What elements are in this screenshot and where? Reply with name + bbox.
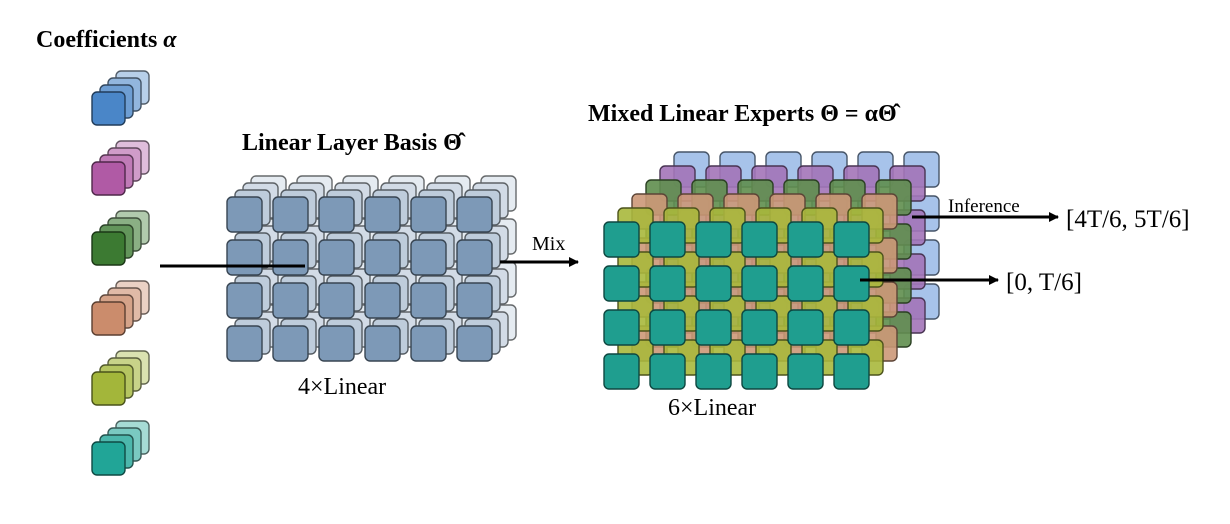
expert-cell xyxy=(833,353,870,390)
expert-cell xyxy=(649,265,686,302)
basis-cell xyxy=(410,239,447,276)
coefficients-title: Coefficients α xyxy=(36,27,177,53)
basis-cell xyxy=(364,282,401,319)
coefficient-square xyxy=(91,301,126,336)
basis-cell xyxy=(272,282,309,319)
expert-cell xyxy=(695,265,732,302)
basis-cell xyxy=(318,282,355,319)
basis-cell xyxy=(318,196,355,233)
expert-cell xyxy=(649,221,686,258)
coefficient-stack xyxy=(91,210,150,266)
basis-cell xyxy=(364,239,401,276)
basis-cell xyxy=(456,325,493,362)
coefficient-square xyxy=(91,371,126,406)
expert-cell xyxy=(603,353,640,390)
expert-cell xyxy=(787,265,824,302)
basis-cell xyxy=(364,196,401,233)
basis-cell xyxy=(318,325,355,362)
coefficient-square xyxy=(91,231,126,266)
basis-cell xyxy=(318,239,355,276)
expert-cell xyxy=(833,265,870,302)
expert-cell xyxy=(603,265,640,302)
mixed-title: Mixed Linear Experts Θ = αΘ̂ xyxy=(588,101,901,127)
expert-cell xyxy=(741,353,778,390)
mixed-experts-cube xyxy=(603,151,940,390)
expert-cell xyxy=(787,309,824,346)
expert-cell xyxy=(787,353,824,390)
basis-cell xyxy=(272,196,309,233)
expert-cell xyxy=(741,309,778,346)
coefficient-square xyxy=(91,91,126,126)
coefficient-square xyxy=(91,161,126,196)
coefficient-square xyxy=(91,441,126,476)
mixed-caption: 6×Linear xyxy=(668,395,756,421)
basis-title: Linear Layer Basis Θ̂ xyxy=(242,130,466,156)
basis-cell xyxy=(456,282,493,319)
basis-cell xyxy=(456,196,493,233)
expert-cell xyxy=(833,309,870,346)
coefficient-stack xyxy=(91,70,150,126)
coefficient-stack xyxy=(91,140,150,196)
basis-cell xyxy=(410,325,447,362)
basis-cell xyxy=(410,282,447,319)
basis-cell xyxy=(410,196,447,233)
expert-cell xyxy=(833,221,870,258)
mix-label: Mix xyxy=(532,233,565,255)
basis-cell xyxy=(364,325,401,362)
expert-cell xyxy=(695,221,732,258)
basis-cell xyxy=(226,325,263,362)
expert-cell xyxy=(649,353,686,390)
expert-cell xyxy=(649,309,686,346)
coefficient-stack xyxy=(91,420,150,476)
inference-label: Inference xyxy=(948,196,1020,217)
coefficient-stack xyxy=(91,350,150,406)
expert-cell xyxy=(787,221,824,258)
basis-cell xyxy=(272,239,309,276)
expert-cell xyxy=(695,309,732,346)
basis-caption: 4×Linear xyxy=(298,374,386,400)
coefficient-stacks xyxy=(91,70,150,476)
expert-cell xyxy=(603,309,640,346)
basis-cell xyxy=(272,325,309,362)
expert-cell xyxy=(695,353,732,390)
output-range-bottom: [0, T/6] xyxy=(1006,269,1082,296)
basis-cube xyxy=(226,175,517,362)
expert-cell xyxy=(603,221,640,258)
basis-cell xyxy=(456,239,493,276)
basis-cell xyxy=(226,196,263,233)
basis-cell xyxy=(226,282,263,319)
basis-cell xyxy=(226,239,263,276)
expert-cell xyxy=(741,265,778,302)
expert-cell xyxy=(741,221,778,258)
output-range-top: [4T/6, 5T/6] xyxy=(1066,206,1190,233)
coefficient-stack xyxy=(91,280,150,336)
